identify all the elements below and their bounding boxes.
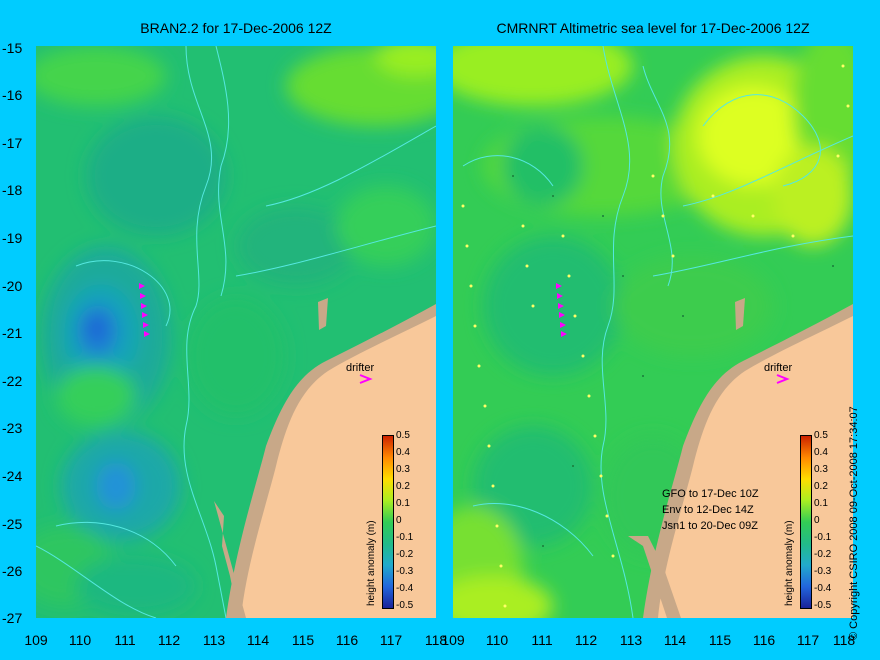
colorbar-label: 0 (814, 515, 820, 526)
y-tick: -15 (2, 40, 23, 56)
colorbar-label: 0.1 (814, 498, 828, 509)
colorbar-label: 0.3 (814, 464, 828, 475)
y-tick: -27 (2, 610, 23, 626)
left-map (36, 46, 436, 618)
colorbar-label: -0.5 (396, 600, 414, 611)
drifter-mark (144, 331, 150, 337)
y-tick: -25 (2, 516, 23, 532)
colorbar-label: 0.1 (396, 498, 410, 509)
y-tick: -26 (2, 563, 23, 579)
drifter-mark (557, 293, 563, 299)
drifter-mark (139, 283, 145, 289)
x-tick: 117 (379, 632, 403, 648)
x-tick: 113 (619, 632, 643, 648)
colorbar-gradient (382, 435, 394, 609)
left-drifter-label: drifter (346, 362, 375, 374)
left-panel-title: BRAN2.2 for 17-Dec-2006 12Z (140, 20, 332, 36)
colorbar-label: -0.2 (396, 549, 414, 560)
x-tick: 111 (531, 632, 553, 648)
drifter-mark (561, 331, 567, 337)
right-drifter-label: drifter (764, 362, 793, 374)
drifter-mark (141, 303, 147, 309)
colorbar-label: -0.4 (396, 583, 414, 594)
satellite-note: Env to 12-Dec 14Z (662, 504, 754, 516)
x-tick: 115 (708, 632, 732, 648)
x-tick: 114 (246, 632, 270, 648)
colorbar-label: -0.5 (814, 600, 832, 611)
x-tick: 113 (202, 632, 226, 648)
drifter-mark (142, 312, 148, 318)
colorbar-label: 0.4 (814, 447, 828, 458)
drifter-arrow (776, 374, 790, 384)
x-tick: 110 (68, 632, 92, 648)
colorbar-label: -0.1 (814, 532, 832, 543)
x-tick: 114 (663, 632, 687, 648)
colorbar-label: 0.5 (396, 430, 410, 441)
colorbar-label: 0.4 (396, 447, 410, 458)
colorbar-label: -0.4 (814, 583, 832, 594)
y-tick: -23 (2, 420, 23, 436)
colorbar-title: height anomaly (m) (366, 520, 377, 606)
x-tick: 118 (832, 632, 856, 648)
x-tick: 109 (24, 632, 48, 648)
x-tick: 115 (291, 632, 315, 648)
x-tick: 112 (157, 632, 181, 648)
satellite-note: GFO to 17-Dec 10Z (662, 488, 759, 500)
colorbar-label: -0.2 (814, 549, 832, 560)
x-tick: 111 (114, 632, 136, 648)
right-panel-title: CMRNRT Altimetric sea level for 17-Dec-2… (496, 20, 810, 36)
colorbar-label: 0 (396, 515, 402, 526)
colorbar-title: height anomaly (m) (784, 520, 795, 606)
colorbar-label: 0.5 (814, 430, 828, 441)
drifter-mark (140, 293, 146, 299)
x-tick: 116 (752, 632, 776, 648)
copyright-text: © Copyright CSIRO 2008 09-Oct-2008 17:34… (848, 406, 860, 640)
y-tick: -20 (2, 278, 23, 294)
y-tick: -17 (2, 135, 23, 151)
satellite-note: Jsn1 to 20-Dec 09Z (662, 520, 758, 532)
colorbar-label: 0.2 (814, 481, 828, 492)
drifter-mark (559, 312, 565, 318)
x-tick: 116 (335, 632, 359, 648)
x-tick: 118 (424, 632, 448, 648)
colorbar-label: -0.3 (396, 566, 414, 577)
x-tick: 112 (574, 632, 598, 648)
colorbar-label: -0.3 (814, 566, 832, 577)
drifter-arrow (359, 374, 373, 384)
x-tick: 117 (796, 632, 820, 648)
colorbar-label: 0.3 (396, 464, 410, 475)
colorbar-gradient (800, 435, 812, 609)
y-tick: -24 (2, 468, 23, 484)
y-tick: -22 (2, 373, 23, 389)
colorbar-label: -0.1 (396, 532, 414, 543)
x-tick: 110 (485, 632, 509, 648)
y-tick: -19 (2, 230, 23, 246)
drifter-mark (556, 283, 562, 289)
drifter-mark (143, 322, 149, 328)
colorbar-label: 0.2 (396, 481, 410, 492)
drifter-mark (560, 322, 566, 328)
right-map (453, 46, 853, 618)
y-tick: -21 (2, 325, 23, 341)
y-tick: -16 (2, 87, 23, 103)
y-tick: -18 (2, 182, 23, 198)
x-tick: 109 (441, 632, 465, 648)
satellite-notes: GFO to 17-Dec 10Z Env to 12-Dec 14Z Jsn1… (662, 486, 759, 534)
drifter-mark (558, 303, 564, 309)
